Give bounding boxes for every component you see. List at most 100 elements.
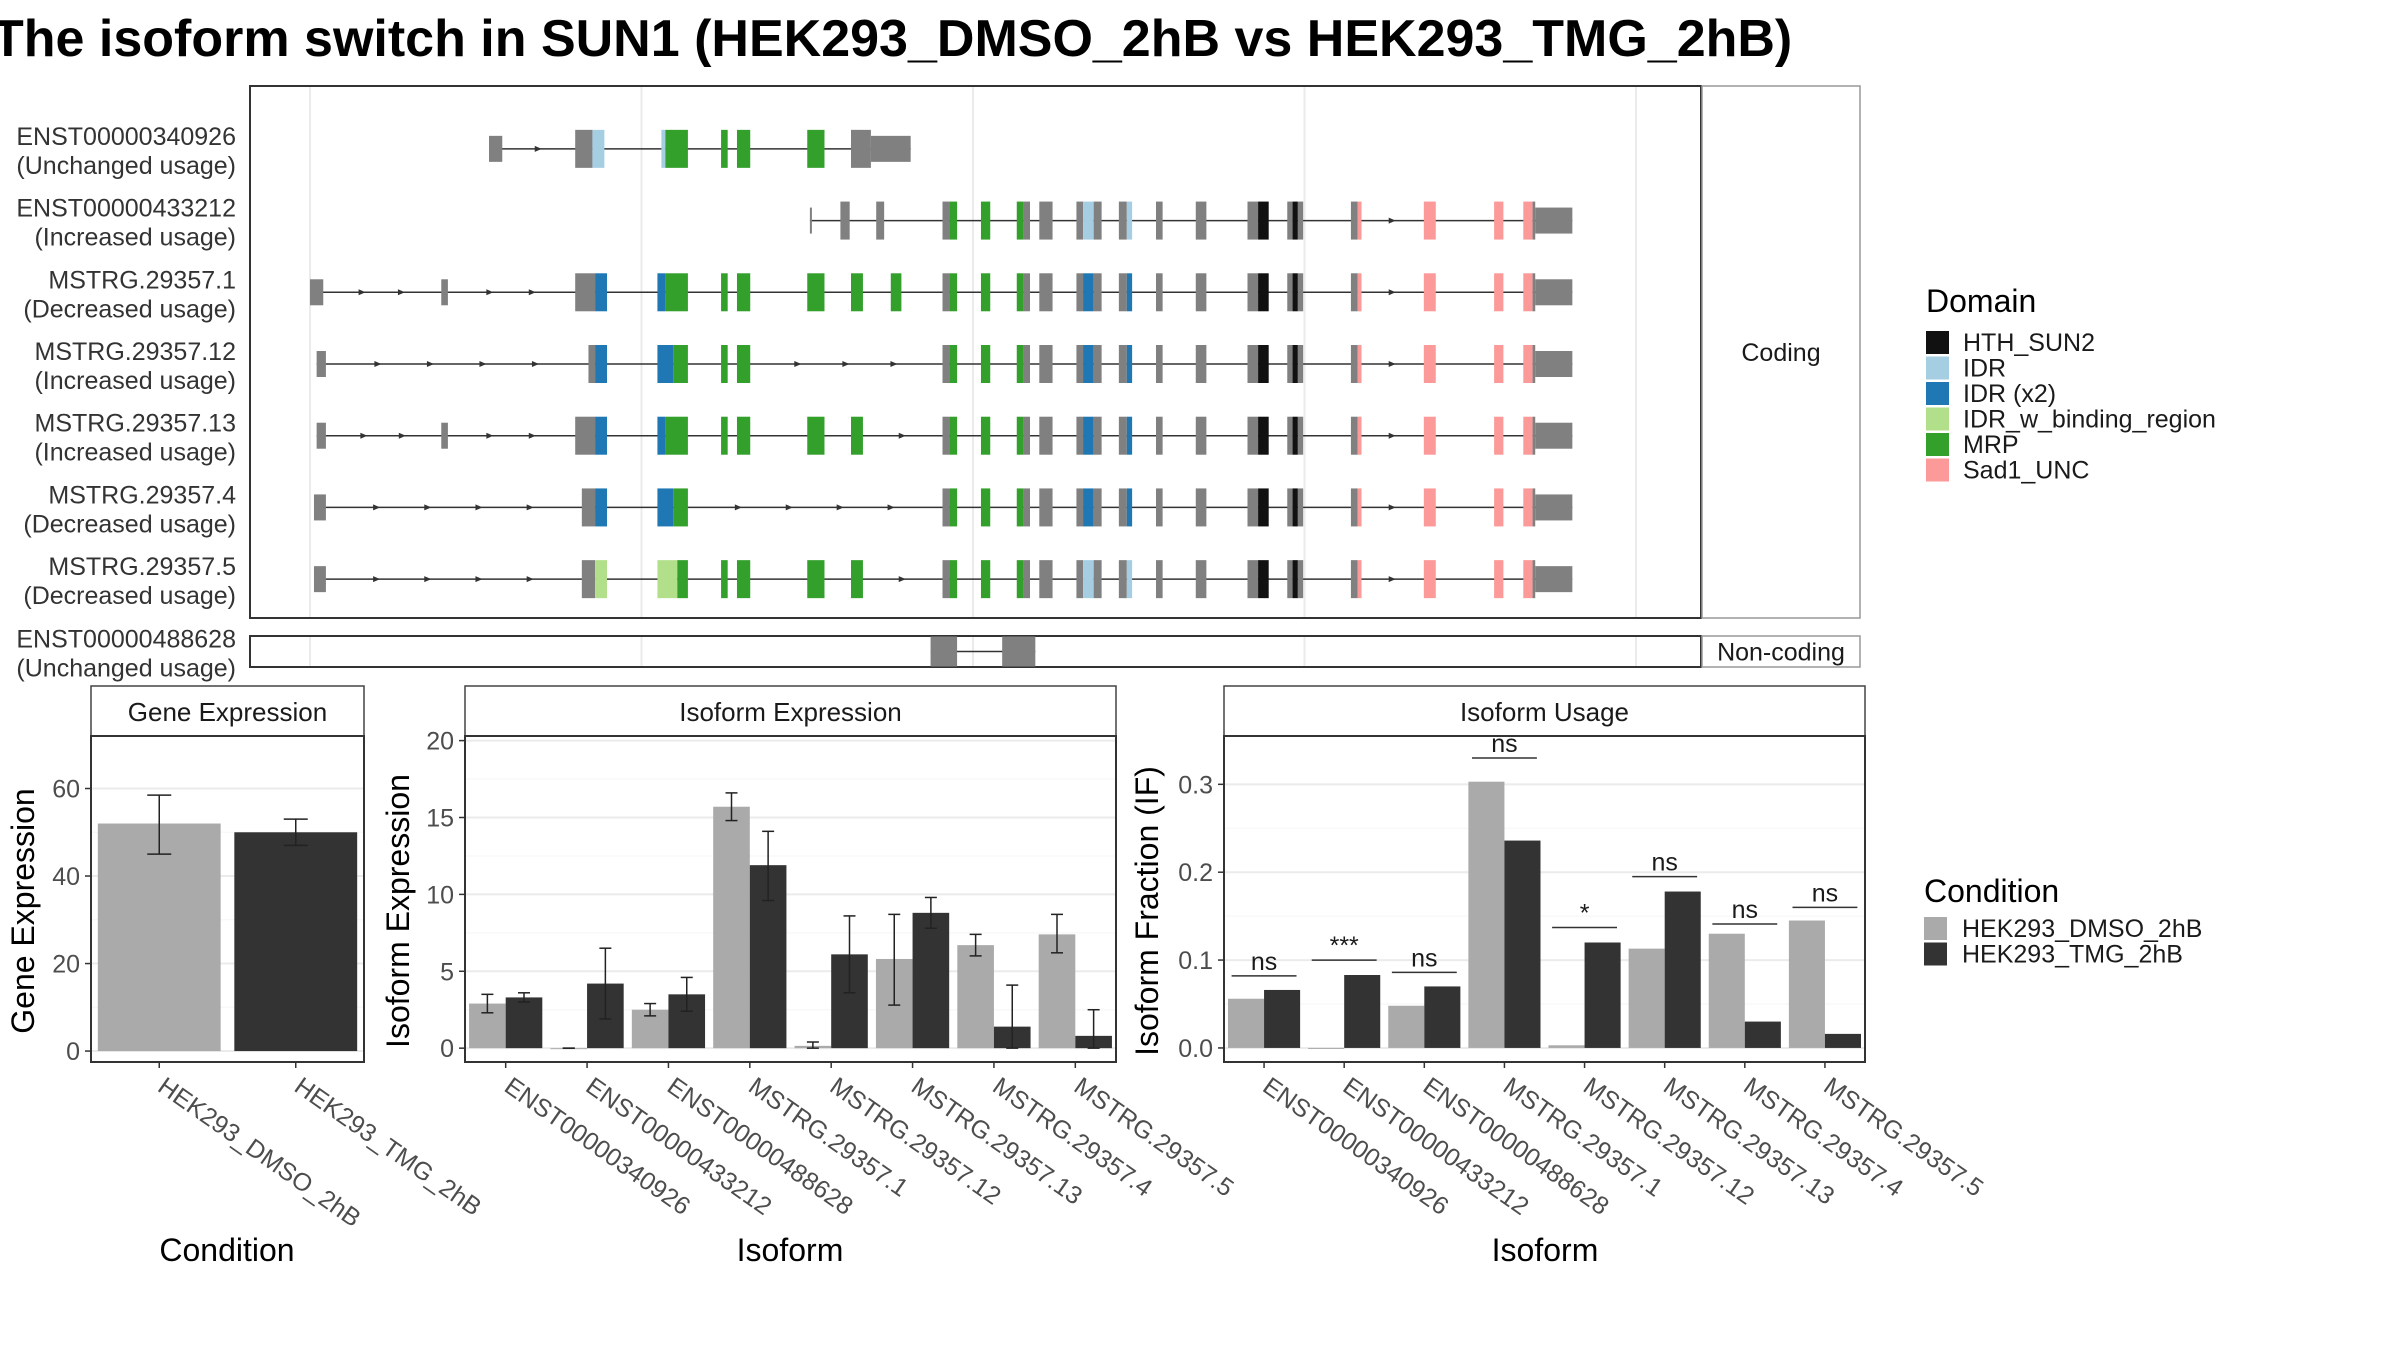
direction-arrow bbox=[898, 432, 906, 439]
exon-Sad1_UNC bbox=[1494, 345, 1504, 383]
exon-cds bbox=[1118, 560, 1127, 599]
direction-arrow bbox=[531, 361, 539, 367]
direction-arrow bbox=[785, 504, 793, 511]
bar bbox=[97, 823, 221, 1052]
exon-cds bbox=[1287, 560, 1293, 599]
transcript-id-label: ENST00000488628 bbox=[16, 626, 236, 654]
bar bbox=[912, 912, 950, 1049]
exon-utr bbox=[1535, 351, 1573, 377]
transcript-MSTRG.29357.12: MSTRG.29357.12(Increased usage) bbox=[34, 338, 1573, 395]
exon-cds bbox=[1350, 416, 1358, 455]
exon-MRP bbox=[949, 560, 958, 599]
exon-IDR_x2 bbox=[1126, 416, 1133, 455]
exon-cds bbox=[1297, 560, 1304, 599]
exon-cds bbox=[1297, 201, 1304, 240]
transcript-status-label: (Unchanged usage) bbox=[16, 152, 236, 180]
direction-arrow bbox=[424, 504, 432, 511]
exon-cds bbox=[1247, 273, 1259, 312]
exon-HTH_SUN2 bbox=[1258, 488, 1269, 527]
exon-utr bbox=[310, 279, 324, 306]
exon-MRP bbox=[1016, 345, 1024, 383]
domain-legend-label: HTH_SUN2 bbox=[1963, 329, 2095, 357]
exon-MRP bbox=[736, 273, 751, 312]
exon-cds bbox=[1287, 273, 1293, 312]
exon-MRP bbox=[980, 345, 991, 383]
exon-HTH_SUN2 bbox=[1292, 201, 1298, 240]
exon-cds bbox=[876, 201, 885, 240]
exon-cds bbox=[1023, 201, 1031, 240]
exon-IDR_x2 bbox=[657, 488, 674, 527]
transcript-structure-plot: CodingNon-codingENST00000340926(Unchange… bbox=[16, 85, 1861, 683]
domain-legend-key bbox=[1926, 458, 1949, 482]
exon-MRP bbox=[1016, 273, 1024, 312]
bar bbox=[1388, 1005, 1425, 1048]
exon-IDR_x2 bbox=[595, 345, 608, 383]
exon-utr bbox=[1535, 207, 1573, 234]
exon-cds bbox=[1247, 345, 1259, 383]
exon-HTH_SUN2 bbox=[1292, 416, 1298, 455]
exon-Sad1_UNC bbox=[1494, 416, 1504, 455]
direction-arrow bbox=[898, 576, 906, 583]
condition-legend-label: HEK293_TMG_2hB bbox=[1962, 941, 2183, 969]
exon-cds bbox=[1093, 273, 1102, 312]
domain-legend-key bbox=[1926, 356, 1949, 380]
exon-utr bbox=[1535, 566, 1573, 593]
exon-IDR_w_binding_region bbox=[595, 560, 608, 599]
exon-cds bbox=[1195, 488, 1207, 527]
bar bbox=[1504, 840, 1541, 1048]
exon-MRP bbox=[677, 560, 688, 599]
direction-arrow bbox=[534, 145, 542, 152]
y-tick-label: 0 bbox=[440, 1035, 454, 1063]
exon-MRP bbox=[1016, 560, 1024, 599]
direction-arrow bbox=[397, 289, 405, 296]
direction-arrow bbox=[836, 504, 844, 511]
exon-Sad1_UNC bbox=[1523, 560, 1533, 599]
exon-MRP bbox=[851, 273, 863, 312]
y-tick-label: 0.3 bbox=[1178, 771, 1213, 799]
exon-utr bbox=[316, 351, 326, 377]
exon-cds bbox=[1023, 273, 1031, 312]
condition-legend-key bbox=[1924, 942, 1947, 966]
exon-cds bbox=[1297, 488, 1304, 527]
exon-cds bbox=[1076, 273, 1084, 312]
exon-cds bbox=[1532, 560, 1536, 599]
direction-arrow bbox=[373, 576, 381, 583]
direction-arrow bbox=[890, 361, 898, 367]
exon-Sad1_UNC bbox=[1357, 416, 1362, 455]
coding-strip-label: Coding bbox=[1741, 339, 1820, 367]
direction-arrow bbox=[1388, 361, 1396, 367]
exon-MRP bbox=[665, 416, 688, 455]
exon-MRP bbox=[721, 416, 728, 455]
domain-legend-key bbox=[1926, 407, 1949, 431]
exon-nc bbox=[930, 636, 958, 667]
transcript-status-label: (Decreased usage) bbox=[23, 295, 236, 323]
y-axis-label: Gene Expression bbox=[5, 788, 41, 1033]
direction-arrow bbox=[526, 504, 534, 511]
transcript-MSTRG.29357.13: MSTRG.29357.13(Increased usage) bbox=[34, 410, 1573, 467]
exon-IDR_x2 bbox=[1083, 416, 1094, 455]
exon-MRP bbox=[980, 560, 991, 599]
exon-Sad1_UNC bbox=[1523, 273, 1533, 312]
exon-cds bbox=[575, 416, 596, 455]
exon-utr bbox=[809, 207, 812, 234]
exon-cds bbox=[1297, 345, 1304, 383]
exon-cds bbox=[1118, 345, 1127, 383]
transcript-id-label: ENST00000433212 bbox=[16, 195, 236, 223]
y-tick-label: 0.2 bbox=[1178, 859, 1213, 887]
exon-cds bbox=[1039, 416, 1053, 455]
exon-cds bbox=[1039, 201, 1053, 240]
exon-cds bbox=[1287, 201, 1293, 240]
condition-legend-label: HEK293_DMSO_2hB bbox=[1962, 915, 2202, 943]
transcript-status-label: (Increased usage) bbox=[34, 439, 236, 467]
exon-MRP bbox=[980, 201, 991, 240]
exon-cds bbox=[942, 488, 950, 527]
exon-cds bbox=[1039, 273, 1053, 312]
exon-cds bbox=[1532, 416, 1536, 455]
exon-Sad1_UNC bbox=[1357, 345, 1362, 383]
exon-cds bbox=[1093, 201, 1102, 240]
exon-IDR_x2 bbox=[1083, 345, 1094, 383]
exon-HTH_SUN2 bbox=[1292, 345, 1298, 383]
exon-MRP bbox=[736, 345, 751, 383]
exon-MRP bbox=[721, 560, 728, 599]
